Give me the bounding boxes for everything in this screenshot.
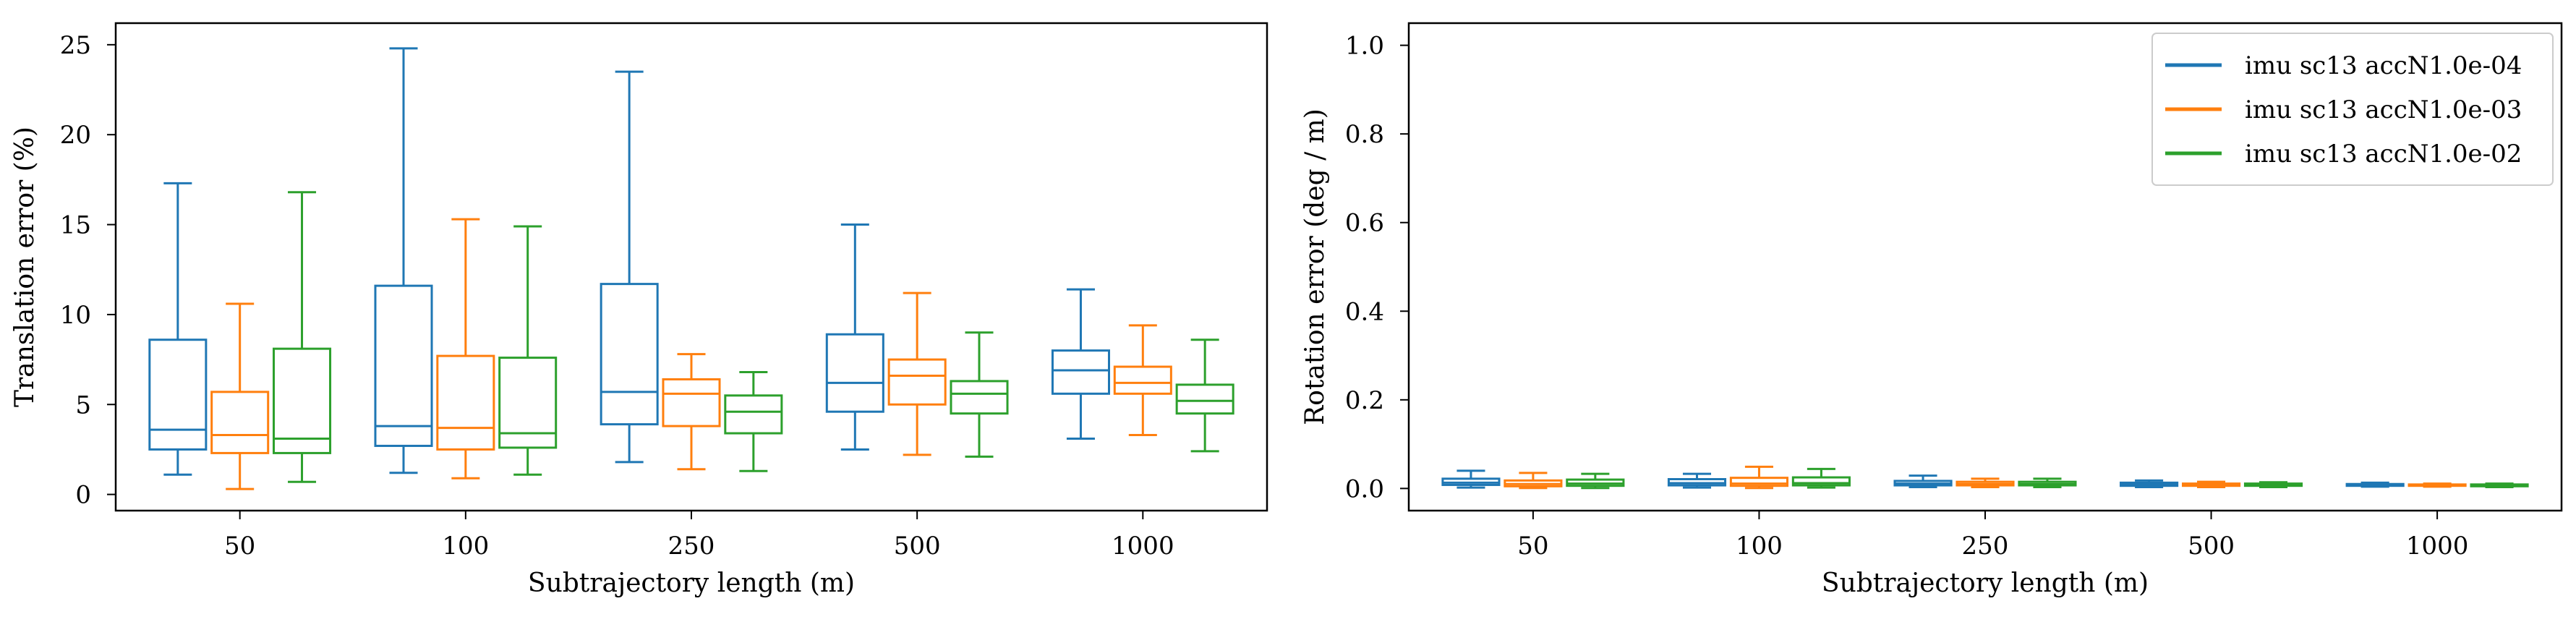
x-tick-label: 500 xyxy=(2188,532,2235,561)
box-1000-series-2 xyxy=(1175,338,1234,453)
box-250-series-2 xyxy=(2018,477,2077,489)
y-tick-label: 0 xyxy=(75,481,91,510)
box-iqr xyxy=(148,338,208,451)
box-100-series-2 xyxy=(498,225,558,476)
plot-frame xyxy=(114,22,1268,512)
box-iqr xyxy=(210,391,270,454)
box-iqr xyxy=(887,358,947,406)
y-tick-label: 0.8 xyxy=(1345,120,1384,149)
box-iqr xyxy=(724,394,783,435)
x-tick-label: 100 xyxy=(442,532,489,561)
x-tick-label: 1000 xyxy=(2406,532,2469,561)
y-tick-label: 0.4 xyxy=(1345,297,1384,326)
x-tick-label: 100 xyxy=(1736,532,1783,561)
box-500-series-0 xyxy=(825,223,884,451)
x-axis-label: Subtrajectory length (m) xyxy=(1822,568,2149,598)
plot-frame xyxy=(1407,22,2563,512)
box-1000-series-1 xyxy=(2407,482,2467,488)
legend: imu sc13 accN1.0e-04 imu sc13 accN1.0e-03… xyxy=(2151,33,2554,186)
x-tick-label: 50 xyxy=(224,532,255,561)
x-tick-label: 50 xyxy=(1517,532,1548,561)
legend-label: imu sc13 accN1.0e-02 xyxy=(2245,140,2522,169)
legend-frame xyxy=(2151,33,2554,186)
y-tick-label: 0.6 xyxy=(1345,209,1384,238)
y-tick-label: 1.0 xyxy=(1345,32,1384,61)
box-1000-series-0 xyxy=(2345,481,2405,488)
box-50-series-0 xyxy=(148,182,208,476)
box-iqr xyxy=(1113,365,1172,395)
box-50-series-0 xyxy=(1441,469,1501,489)
box-iqr xyxy=(662,378,721,427)
rotation-error-chart: 0.0 0.2 0.4 0.6 0.8 1.0 50 100 250 500 1000 Subtraj… xyxy=(1300,22,2563,598)
box-50-series-1 xyxy=(210,302,270,490)
box-iqr xyxy=(436,354,495,451)
box-iqr xyxy=(600,283,659,426)
box-250-series-0 xyxy=(600,70,659,464)
box-250-series-1 xyxy=(1956,477,2015,489)
box-50-series-2 xyxy=(273,191,332,483)
box-1000-series-1 xyxy=(1113,324,1172,437)
y-tick-label: 0.0 xyxy=(1345,474,1384,503)
box-iqr xyxy=(1175,383,1234,415)
box-iqr xyxy=(950,380,1009,415)
y-tick-label: 10 xyxy=(60,301,91,330)
y-tick-label: 15 xyxy=(60,211,91,240)
y-axis-label: Translation error (%) xyxy=(10,127,40,407)
translation-error-chart: 0 5 10 15 20 25 50 100 250 500 1000 Subtrajectory l… xyxy=(10,22,1268,598)
box-iqr xyxy=(498,357,558,449)
x-tick-label: 250 xyxy=(668,532,715,561)
legend-label: imu sc13 accN1.0e-04 xyxy=(2245,51,2522,80)
x-tick-label: 500 xyxy=(894,532,941,561)
box-100-series-0 xyxy=(374,47,433,474)
box-500-series-2 xyxy=(2243,481,2303,489)
box-100-series-1 xyxy=(436,218,495,480)
box-500-series-2 xyxy=(950,331,1009,458)
x-tick-label: 250 xyxy=(1962,532,2009,561)
y-axis-label: Rotation error (deg / m) xyxy=(1300,108,1330,425)
y-tick-label: 20 xyxy=(60,121,91,150)
y-tick-label: 25 xyxy=(60,31,91,60)
box-iqr xyxy=(1791,476,1851,487)
box-iqr xyxy=(273,347,332,454)
y-tick-label: 0.2 xyxy=(1345,386,1384,415)
box-iqr xyxy=(825,333,884,413)
box-1000-series-2 xyxy=(2470,482,2529,489)
box-100-series-1 xyxy=(1729,465,1789,490)
box-500-series-1 xyxy=(887,291,947,456)
box-1000-series-0 xyxy=(1051,288,1110,440)
box-250-series-0 xyxy=(1893,474,1953,489)
box-500-series-0 xyxy=(2120,479,2179,489)
box-iqr xyxy=(1051,349,1110,395)
box-250-series-2 xyxy=(724,370,783,472)
legend-label: imu sc13 accN1.0e-03 xyxy=(2245,95,2522,124)
box-250-series-1 xyxy=(662,353,721,471)
box-500-series-1 xyxy=(2181,480,2241,489)
box-iqr xyxy=(1729,477,1789,487)
x-tick-label: 1000 xyxy=(1112,532,1174,561)
x-axis-label: Subtrajectory length (m) xyxy=(528,568,855,598)
box-50-series-1 xyxy=(1504,472,1563,490)
box-iqr xyxy=(374,284,433,447)
box-50-series-2 xyxy=(1566,472,1625,490)
y-tick-label: 5 xyxy=(75,391,91,419)
box-100-series-0 xyxy=(1667,472,1727,489)
box-100-series-2 xyxy=(1791,467,1851,489)
